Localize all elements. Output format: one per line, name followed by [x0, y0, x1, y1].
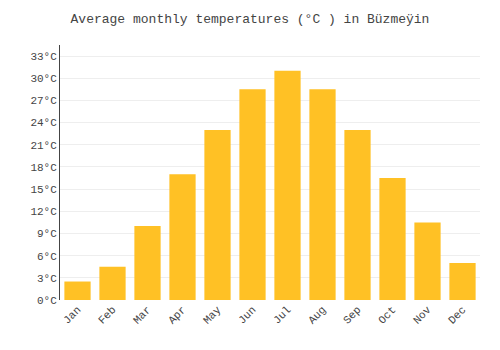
- svg-text:May: May: [201, 304, 224, 327]
- svg-text:27°C: 27°C: [30, 95, 57, 107]
- svg-text:Apr: Apr: [166, 304, 188, 326]
- svg-text:24°C: 24°C: [30, 117, 57, 129]
- svg-text:Aug: Aug: [306, 304, 328, 326]
- svg-text:Average monthly temperatures (: Average monthly temperatures (°C ) in Bü…: [71, 12, 430, 27]
- svg-text:Feb: Feb: [96, 304, 118, 326]
- svg-text:9°C: 9°C: [37, 228, 57, 240]
- svg-text:Dec: Dec: [446, 304, 468, 326]
- svg-text:6°C: 6°C: [37, 251, 57, 263]
- svg-text:18°C: 18°C: [30, 162, 57, 174]
- svg-text:15°C: 15°C: [30, 184, 57, 196]
- svg-text:21°C: 21°C: [30, 140, 57, 152]
- svg-text:Jul: Jul: [271, 304, 293, 326]
- svg-text:3°C: 3°C: [37, 273, 57, 285]
- svg-text:33°C: 33°C: [30, 51, 57, 63]
- svg-text:30°C: 30°C: [30, 73, 57, 85]
- svg-text:Mar: Mar: [131, 304, 153, 326]
- svg-text:Jun: Jun: [236, 304, 258, 326]
- svg-text:Sep: Sep: [341, 304, 363, 326]
- svg-text:Nov: Nov: [411, 304, 434, 327]
- svg-text:Oct: Oct: [376, 304, 398, 326]
- svg-text:Jan: Jan: [61, 304, 83, 326]
- svg-text:12°C: 12°C: [30, 206, 57, 218]
- svg-text:0°C: 0°C: [37, 295, 57, 307]
